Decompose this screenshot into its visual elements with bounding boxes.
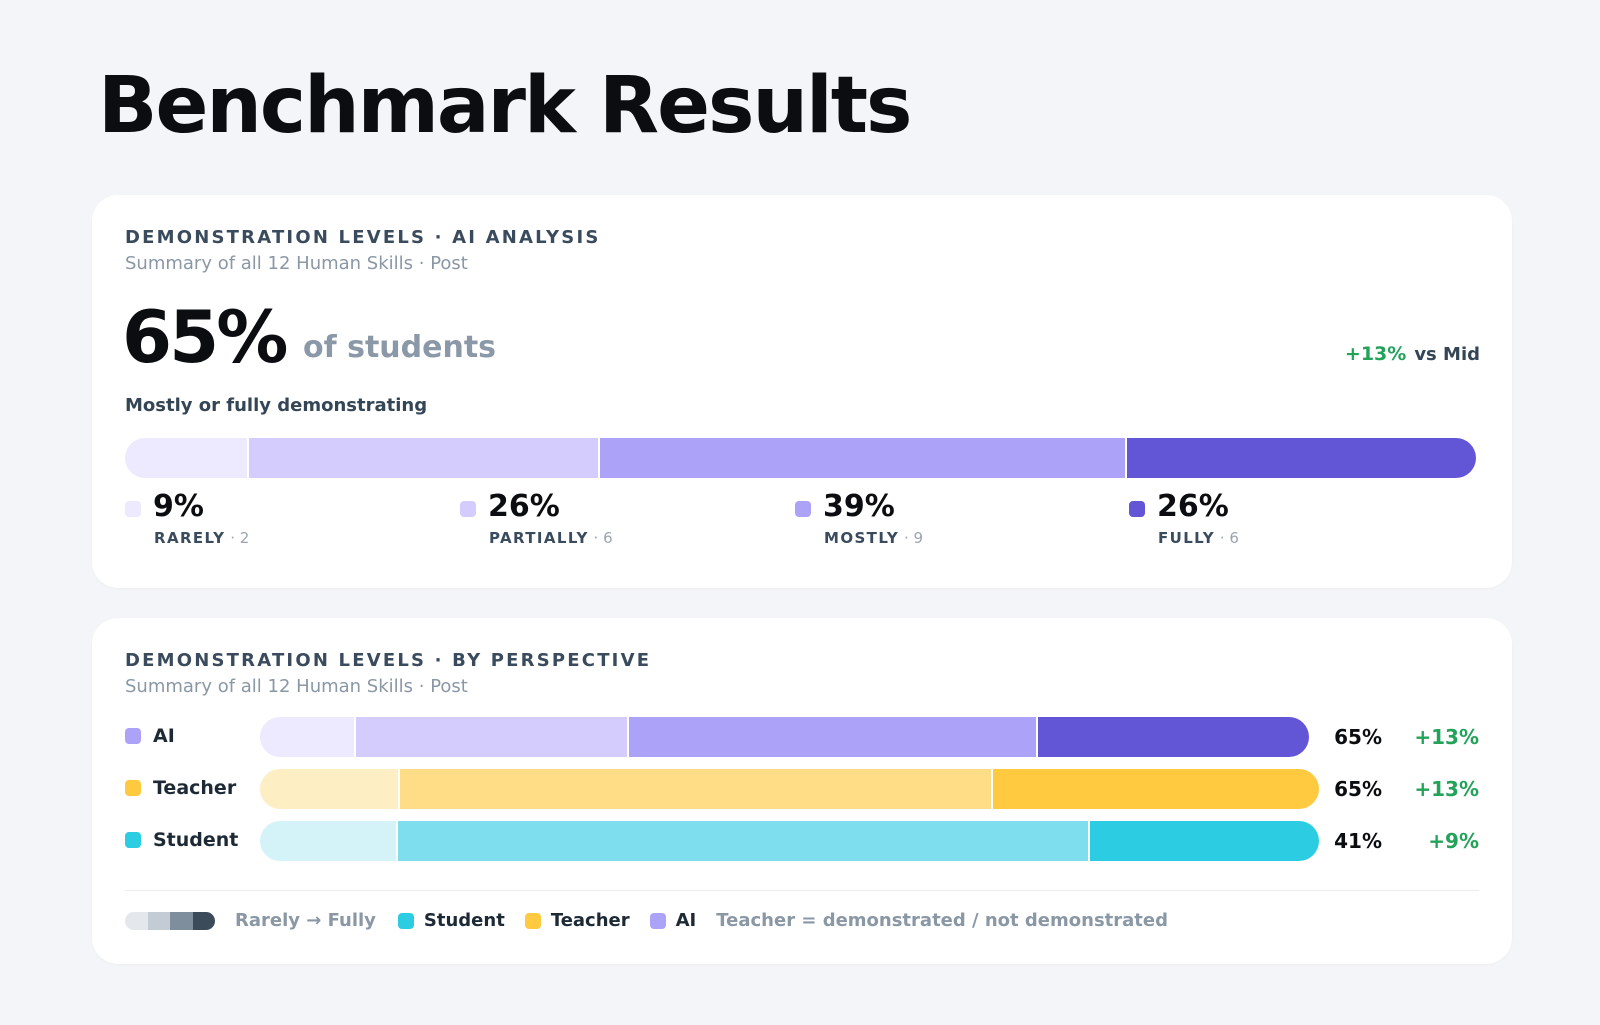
teacher-swatch xyxy=(125,780,141,796)
legend-item-teacher: Teacher xyxy=(524,910,630,931)
row-delta-ai: +13% xyxy=(1414,725,1479,749)
legend-label: Student xyxy=(423,910,505,931)
stat-separator: · xyxy=(588,529,604,547)
row-summary-ai: 65% xyxy=(1334,725,1382,749)
ai-swatch xyxy=(125,728,141,744)
stat-percent: 26% xyxy=(1157,489,1229,524)
row-label-text: Student xyxy=(153,829,239,851)
row-label-text: Teacher xyxy=(153,777,237,799)
teacher-segment xyxy=(397,769,991,809)
bar-segment xyxy=(246,438,598,478)
card-eyebrow: DEMONSTRATION LEVELS · BY PERSPECTIVE xyxy=(125,650,652,671)
row-label-student: Student xyxy=(125,829,238,851)
stat-swatch xyxy=(795,501,811,517)
delta-value: +13% xyxy=(1344,343,1407,365)
row-label-text: AI xyxy=(153,725,175,747)
stat-level: PARTIALLY xyxy=(489,529,589,547)
by-perspective-card: DEMONSTRATION LEVELS · BY PERSPECTIVE Su… xyxy=(92,618,1512,964)
student-swatch xyxy=(125,832,141,848)
stat-level: MOSTLY xyxy=(824,529,900,547)
row-summary-student: 41% xyxy=(1334,829,1382,853)
bar-segment xyxy=(1124,438,1476,478)
student-segment xyxy=(1088,821,1319,861)
page-title: Benchmark Results xyxy=(98,61,912,151)
ai-segment xyxy=(1036,717,1309,757)
ai-segment xyxy=(627,717,1037,757)
teacher-segment xyxy=(260,769,398,809)
stat-level: RARELY xyxy=(154,529,226,547)
stat-count: 2 xyxy=(239,529,250,547)
headline-unit: of students xyxy=(303,330,497,365)
stat-percent: 26% xyxy=(488,489,560,524)
ramp-step xyxy=(125,911,148,930)
stat-label: RARELY · 2 xyxy=(154,529,249,547)
legend-item-student: Student xyxy=(397,910,505,931)
ramp-step xyxy=(170,911,193,930)
stat-percent: 39% xyxy=(823,489,895,524)
divider xyxy=(125,890,1479,891)
card-subline: Summary of all 12 Human Skills · Post xyxy=(125,676,468,697)
rarely-fully-ramp-icon xyxy=(125,911,215,930)
student-segment xyxy=(396,821,1089,861)
legend-label: AI xyxy=(675,910,697,931)
stat-count: 6 xyxy=(603,529,613,547)
student-segment xyxy=(260,821,397,861)
row-label-ai: AI xyxy=(125,725,175,747)
perspective-bar-ai xyxy=(260,717,1309,757)
stat-swatch xyxy=(125,501,141,517)
legend-note: Teacher = demonstrated / not demonstrate… xyxy=(716,910,1168,931)
headline-value: 65% xyxy=(122,295,288,379)
ramp-step xyxy=(147,911,170,930)
ai-segment xyxy=(260,717,355,757)
stat-separator: · xyxy=(1215,529,1230,547)
stat-separator: · xyxy=(899,529,914,547)
card-subline: Summary of all 12 Human Skills · Post xyxy=(125,253,468,274)
row-delta-teacher: +13% xyxy=(1414,777,1479,801)
card-eyebrow: DEMONSTRATION LEVELS · AI ANALYSIS xyxy=(125,227,601,248)
teacher-segment xyxy=(990,769,1319,809)
perspective-bar-student xyxy=(260,821,1319,861)
stat-count: 9 xyxy=(913,529,924,547)
delta-reference: vs Mid xyxy=(1414,344,1480,365)
row-delta-student: +9% xyxy=(1428,829,1479,853)
teacher-swatch xyxy=(524,912,541,929)
bar-segment xyxy=(597,438,1125,478)
stat-label: FULLY · 6 xyxy=(1158,529,1239,547)
bar-segment xyxy=(125,438,247,478)
row-summary-teacher: 65% xyxy=(1334,777,1382,801)
delta-vs-mid: +13% vs Mid xyxy=(1345,343,1480,365)
legend-item-ai: AI xyxy=(649,910,697,931)
ai-analysis-card: DEMONSTRATION LEVELS · AI ANALYSIS Summa… xyxy=(92,195,1512,588)
ramp-step xyxy=(192,911,215,930)
stat-separator: · xyxy=(225,529,240,547)
ai-segment xyxy=(354,717,628,757)
stat-swatch xyxy=(460,501,476,517)
ai-distribution-bar xyxy=(125,438,1476,478)
student-swatch xyxy=(397,912,414,929)
stat-count: 6 xyxy=(1229,529,1239,547)
stat-level: FULLY xyxy=(1158,529,1216,547)
stat-percent: 9% xyxy=(153,489,204,524)
row-label-teacher: Teacher xyxy=(125,777,236,799)
perspective-bar-teacher xyxy=(260,769,1319,809)
legend-label: Teacher xyxy=(550,910,630,931)
legend-ramp-label: Rarely → Fully xyxy=(235,910,376,931)
headline-caption: Mostly or fully demonstrating xyxy=(125,395,428,416)
stat-label: PARTIALLY · 6 xyxy=(489,529,613,547)
legend: Rarely → Fully Student Teacher AI Teache… xyxy=(125,910,1168,931)
ai-swatch xyxy=(649,912,666,929)
stat-swatch xyxy=(1129,501,1145,517)
stat-label: MOSTLY · 9 xyxy=(824,529,923,547)
